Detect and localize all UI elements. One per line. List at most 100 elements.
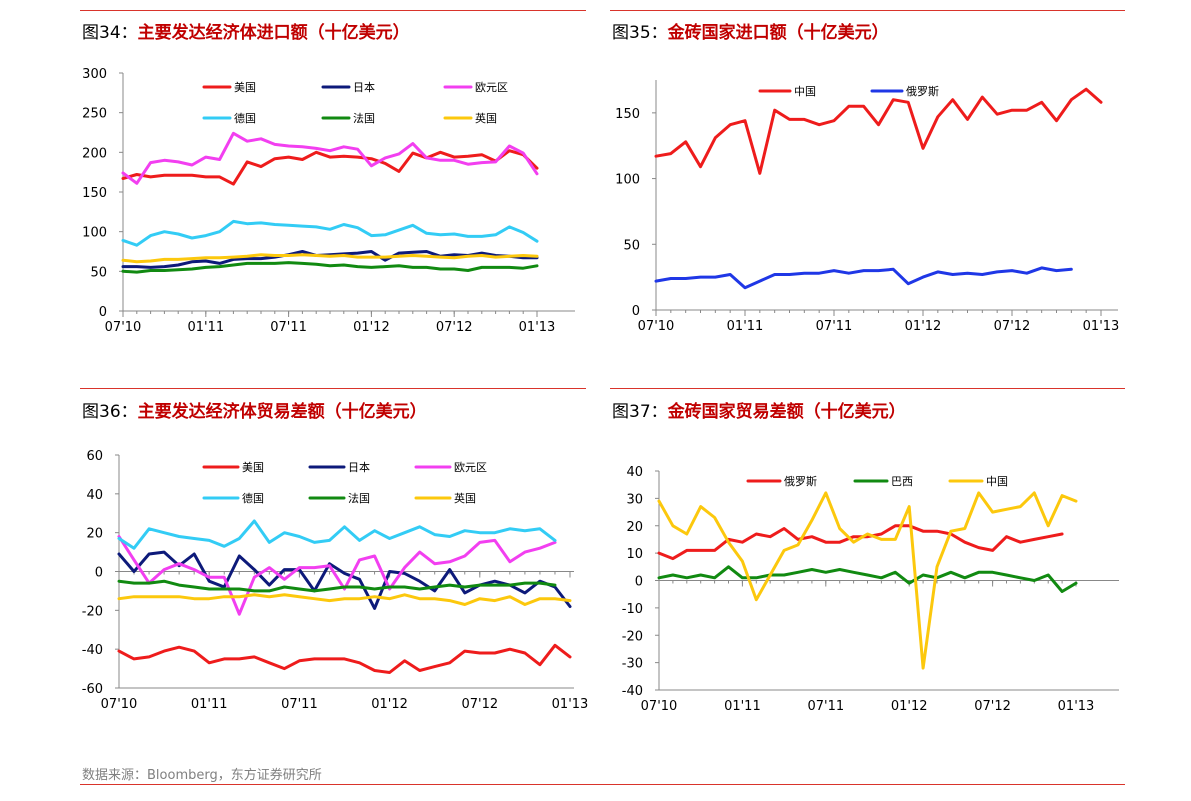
legend-label: 欧元区 <box>475 81 508 94</box>
y-tick-label: 10 <box>626 547 643 562</box>
y-tick-label: 20 <box>626 520 643 535</box>
bottom-rule <box>80 784 1125 785</box>
x-tick-label: 07'10 <box>105 320 142 335</box>
legend-label: 英国 <box>454 491 476 505</box>
series-line-4-2 <box>657 565 1078 593</box>
y-tick-label: 40 <box>86 488 103 503</box>
chart-4: -40 -30 -20 -10 0 10 20 30 40 07'10 01'11 07'11 01'1… <box>622 465 1119 714</box>
y-tick-label: -10 <box>622 602 643 617</box>
x-tick-label: 07'10 <box>641 699 678 714</box>
x-tick-label: 07'12 <box>974 699 1011 714</box>
legend-label: 巴西 <box>891 475 913 488</box>
legend-label: 日本 <box>348 460 370 474</box>
chart-title: 主要发达经济体进口额（十亿美元） <box>137 23 410 43</box>
chart-1: 0 50 100 150 200 250 300 07'10 01'11 07'11 01'12 07… <box>82 67 575 335</box>
y-tick-label: 20 <box>86 527 103 542</box>
series-line-3-1 <box>117 643 572 674</box>
x-tick-label: 07'11 <box>807 699 844 714</box>
x-tick-label: 07'12 <box>436 320 473 335</box>
x-tick-label: 01'13 <box>1083 319 1120 334</box>
y-tick-label: -40 <box>622 684 643 699</box>
series-line-1-6 <box>121 253 539 264</box>
x-tick-label: 07'11 <box>816 319 853 334</box>
series-line-1-5 <box>121 261 539 274</box>
x-tick-label: 01'12 <box>891 699 928 714</box>
y-tick-label: 0 <box>632 304 640 319</box>
series-line-2-1 <box>654 87 1103 175</box>
figure-label: 图35： <box>612 23 668 43</box>
legend: 中国 俄罗斯 <box>758 85 939 98</box>
x-tick-label: 01'11 <box>727 319 764 334</box>
legend-label: 俄罗斯 <box>906 85 939 98</box>
legend-label: 法国 <box>348 491 370 505</box>
series-line-3-4 <box>117 519 557 550</box>
top-rule-right <box>610 10 1125 11</box>
chart-3: -60 -40 -20 0 20 40 60 07'10 01'11 07'11 01'12 07'1… <box>82 449 589 712</box>
legend-label: 日本 <box>353 80 375 94</box>
mid-rule-left <box>80 388 586 389</box>
top-rule-left <box>80 10 586 11</box>
y-tick-label: 250 <box>82 107 107 122</box>
y-tick-label: 150 <box>615 107 640 122</box>
legend-label: 中国 <box>986 475 1008 488</box>
series-line-1-1 <box>121 149 539 186</box>
chart-2: 0 50 100 150 07'10 01'11 07'11 01'12 07'12 01'13 中… <box>615 80 1119 334</box>
panel-title-fig37: 图37：金砖国家贸易差额（十亿美元） <box>612 397 906 422</box>
y-tick-label: -20 <box>82 604 103 619</box>
figure-label: 图36： <box>82 402 138 422</box>
y-tick-label: -20 <box>622 629 643 644</box>
x-tick-label: 07'12 <box>994 319 1031 334</box>
series-line-3-5 <box>117 579 557 593</box>
x-tick-label: 01'13 <box>519 320 556 335</box>
series-line-4-3 <box>657 491 1078 670</box>
legend-label: 欧元区 <box>454 461 487 474</box>
panel-title-fig36: 图36：主要发达经济体贸易差额（十亿美元） <box>82 397 427 422</box>
y-tick-label: 30 <box>626 492 643 507</box>
x-tick-label: 07'11 <box>270 320 307 335</box>
series-line-1-4 <box>121 219 539 247</box>
y-tick-label: -60 <box>82 682 103 697</box>
y-tick-label: -40 <box>82 643 103 658</box>
figure-label: 图37： <box>612 402 668 422</box>
chart-title: 金砖国家贸易差额（十亿美元） <box>667 402 906 422</box>
y-tick-label: 60 <box>86 449 103 464</box>
y-tick-label: -30 <box>622 657 643 672</box>
y-tick-label: 200 <box>82 146 107 161</box>
y-tick-label: 300 <box>82 67 107 82</box>
legend-label: 德国 <box>242 491 264 505</box>
y-tick-label: 0 <box>635 575 643 590</box>
y-tick-label: 50 <box>90 265 107 280</box>
series-line-2-2 <box>654 266 1073 290</box>
x-tick-label: 01'12 <box>353 320 390 335</box>
y-tick-label: 0 <box>95 566 103 581</box>
legend-label: 美国 <box>242 461 264 474</box>
figure-label: 图34： <box>82 23 138 43</box>
x-tick-label: 07'10 <box>638 319 675 334</box>
y-tick-label: 40 <box>626 465 643 480</box>
legend-label: 俄罗斯 <box>784 475 817 488</box>
mid-rule-right <box>610 388 1125 389</box>
x-tick-label: 01'11 <box>724 699 761 714</box>
legend-label: 中国 <box>794 85 816 98</box>
x-tick-label: 01'13 <box>1058 699 1095 714</box>
panel-title-fig34: 图34：主要发达经济体进口额（十亿美元） <box>82 18 410 43</box>
legend-label: 英国 <box>475 111 497 125</box>
legend-label: 美国 <box>234 81 256 94</box>
legend-label: 德国 <box>234 111 256 125</box>
y-tick-label: 0 <box>99 305 107 320</box>
panel-title-fig35: 图35：金砖国家进口额（十亿美元） <box>612 18 889 43</box>
y-tick-label: 100 <box>615 173 640 188</box>
x-tick-label: 01'12 <box>905 319 942 334</box>
series-line-3-3 <box>117 535 557 616</box>
series-line-3-6 <box>117 593 572 606</box>
x-tick-label: 01'11 <box>191 697 228 712</box>
x-tick-label: 07'11 <box>281 697 318 712</box>
legend-label: 法国 <box>353 111 375 125</box>
x-tick-label: 01'11 <box>187 320 224 335</box>
y-tick-label: 100 <box>82 226 107 241</box>
x-tick-label: 07'12 <box>461 697 498 712</box>
source-note: 数据来源：Bloomberg，东方证券研究所 <box>82 768 322 783</box>
